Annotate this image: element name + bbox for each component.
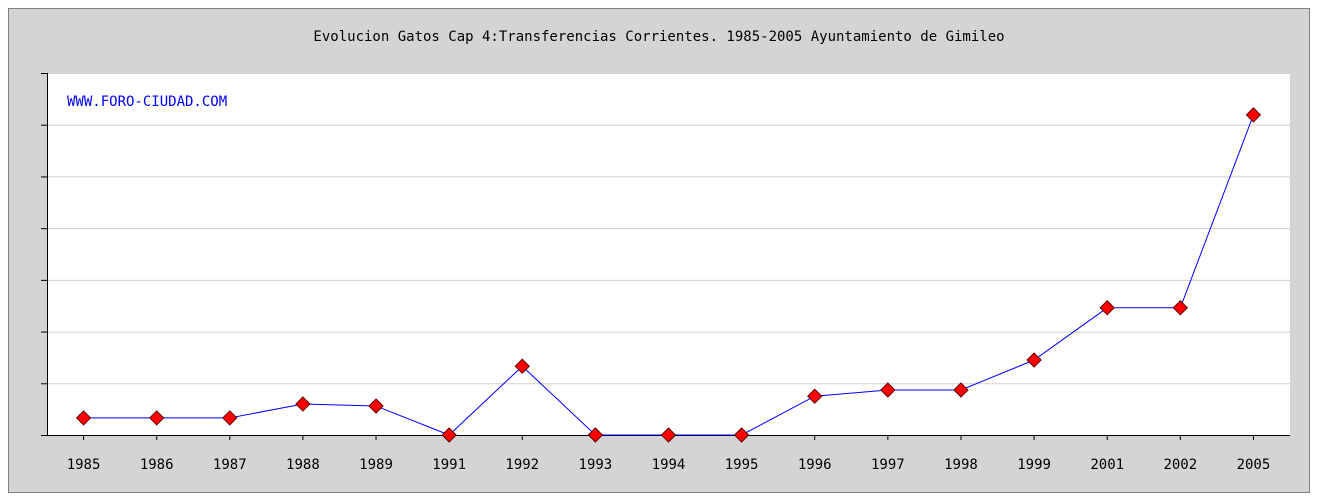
marker	[587, 427, 604, 443]
marker	[222, 410, 238, 426]
marker	[75, 410, 92, 426]
x-tick-label: 1988	[286, 457, 320, 473]
x-tick-label: 2002	[1163, 457, 1197, 473]
marker	[441, 427, 457, 443]
marker	[1172, 300, 1189, 316]
x-tick-label: 1994	[652, 457, 686, 473]
x-tick-label: 1991	[432, 457, 466, 473]
marker	[807, 388, 823, 404]
x-tick-label: 1998	[944, 457, 978, 473]
x-tick-label: 1999	[1017, 457, 1051, 473]
marker	[953, 382, 969, 398]
watermark: WWW.FORO-CIUDAD.COM	[67, 94, 227, 110]
x-tick-label: 1992	[505, 457, 539, 473]
x-tick-label: 1996	[798, 457, 832, 473]
marker	[1245, 107, 1262, 123]
plot-area	[47, 73, 1290, 435]
marker	[295, 396, 311, 412]
marker	[368, 398, 384, 414]
x-tick-label: 1993	[579, 457, 613, 473]
marker	[148, 410, 165, 426]
x-tick-label: 1987	[213, 457, 247, 473]
x-tick-label: 1995	[725, 457, 759, 473]
marker	[1099, 300, 1115, 316]
chart-title: Evolucion Gatos Cap 4:Transferencias Cor…	[313, 29, 1004, 45]
marker	[514, 358, 530, 374]
x-tick-label: 1986	[140, 457, 174, 473]
x-tick-label: 1985	[67, 457, 101, 473]
x-tick-label: 2005	[1237, 457, 1271, 473]
x-tick-label: 2001	[1090, 457, 1124, 473]
marker	[1026, 352, 1042, 368]
marker	[660, 427, 677, 443]
x-tick-label: 1997	[871, 457, 905, 473]
marker	[880, 382, 896, 398]
marker	[733, 427, 750, 443]
x-tick-label: 1989	[359, 457, 393, 473]
